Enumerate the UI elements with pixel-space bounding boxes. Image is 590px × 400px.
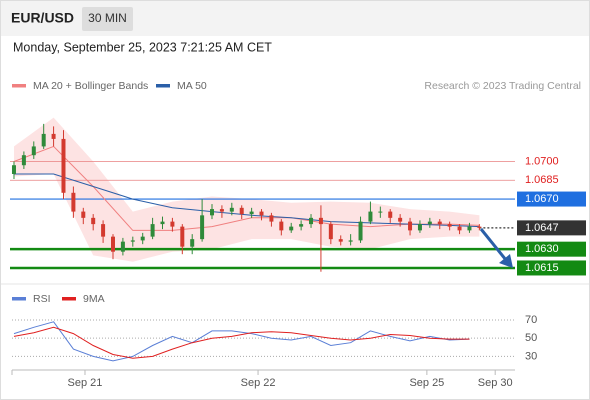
candle-body: [91, 217, 96, 225]
price-panel: 1.0700 1.0685 1.0670 1.0647 1.0630 1.0615 MA 2…: [10, 80, 586, 276]
candle-body: [437, 221, 442, 225]
candle-body: [239, 207, 244, 215]
forecast-arrow-head: [499, 254, 513, 268]
candle-body: [81, 211, 86, 218]
y-tick-label: 70: [525, 314, 537, 326]
candle-body: [408, 221, 413, 231]
candle-body: [101, 224, 106, 237]
candle-body: [170, 221, 175, 227]
candle-body: [309, 217, 314, 225]
candle-body: [219, 209, 224, 212]
candle-body: [41, 133, 46, 147]
x-tick-label: Sep 30: [478, 377, 513, 389]
candle-body: [31, 146, 36, 156]
candle-body: [180, 226, 185, 247]
candle-body: [51, 133, 56, 139]
legend-swatch: [62, 297, 76, 301]
legend-swatch: [12, 297, 26, 301]
candle-body: [299, 224, 304, 227]
candle-body: [467, 226, 472, 231]
candle-body: [190, 239, 195, 247]
candle-body: [269, 215, 274, 222]
legend-label: 9MA: [83, 293, 105, 305]
candle-body: [140, 236, 145, 241]
candle-body: [130, 240, 135, 242]
timeframe[interactable]: 30 MIN: [88, 11, 127, 25]
candle-body: [289, 226, 294, 231]
candle-body: [447, 224, 452, 227]
legend-label: MA 20 + Bollinger Bands: [33, 80, 148, 92]
level-label: 1.0685: [525, 174, 559, 186]
x-tick-label: Sep 25: [409, 377, 444, 389]
indicator-line: [13, 326, 470, 359]
candle-body: [417, 224, 422, 231]
candle-body: [388, 211, 393, 218]
level-label: 1.0700: [525, 155, 559, 167]
candle-body: [457, 226, 462, 231]
timeframe-badge[interactable]: [82, 7, 133, 31]
level-label: 1.0630: [525, 243, 559, 255]
candle-body: [229, 207, 234, 212]
candle-body: [398, 217, 403, 222]
symbol: EUR/USD: [11, 10, 74, 26]
candle-body: [11, 165, 16, 174]
rsi-panel: 30 50 70 Sep 21 Sep 22 Sep 25 Sep 30 RSI 9MA: [11, 293, 537, 389]
y-tick-label: 50: [525, 332, 537, 344]
credit: Research © 2023 Trading Central: [424, 80, 581, 92]
y-tick-label: 30: [525, 350, 537, 362]
legend-swatch: [156, 84, 170, 88]
level-label: 1.0615: [525, 262, 559, 274]
level-box: [517, 191, 586, 207]
candle-body: [358, 221, 363, 241]
level-box: [517, 241, 586, 257]
candle-body: [259, 211, 264, 216]
legend-label: RSI: [33, 293, 51, 305]
candle-body: [61, 138, 66, 193]
candle-body: [21, 155, 26, 166]
datetime: Monday, September 25, 2023 7:21:25 AM CE…: [13, 40, 272, 54]
candle-body: [120, 241, 125, 252]
candle-body: [210, 209, 215, 216]
candle-body: [338, 239, 343, 242]
x-tick-label: Sep 21: [68, 377, 103, 389]
level-box: [517, 220, 586, 236]
candle-body: [160, 221, 165, 225]
candle-body: [200, 215, 205, 240]
candle-body: [71, 192, 76, 212]
candle-body: [110, 236, 115, 252]
legend-swatch: [12, 84, 26, 88]
candle-body: [249, 211, 254, 215]
forecast-arrow: [479, 228, 508, 261]
level-box: [517, 260, 586, 276]
candle-body: [318, 217, 323, 225]
candle-body: [378, 211, 383, 213]
indicator-line: [13, 321, 470, 362]
x-tick-label: Sep 22: [241, 377, 276, 389]
candle-body: [477, 226, 482, 228]
legend-label: MA 50: [177, 80, 207, 92]
level-label: 1.0647: [525, 222, 559, 234]
candle-body: [279, 221, 284, 231]
candle-body: [368, 211, 373, 222]
candle-body: [150, 224, 155, 237]
level-label: 1.0670: [525, 193, 559, 205]
candle-body: [348, 240, 353, 242]
candle-body: [328, 224, 333, 240]
candle-body: [427, 221, 432, 225]
